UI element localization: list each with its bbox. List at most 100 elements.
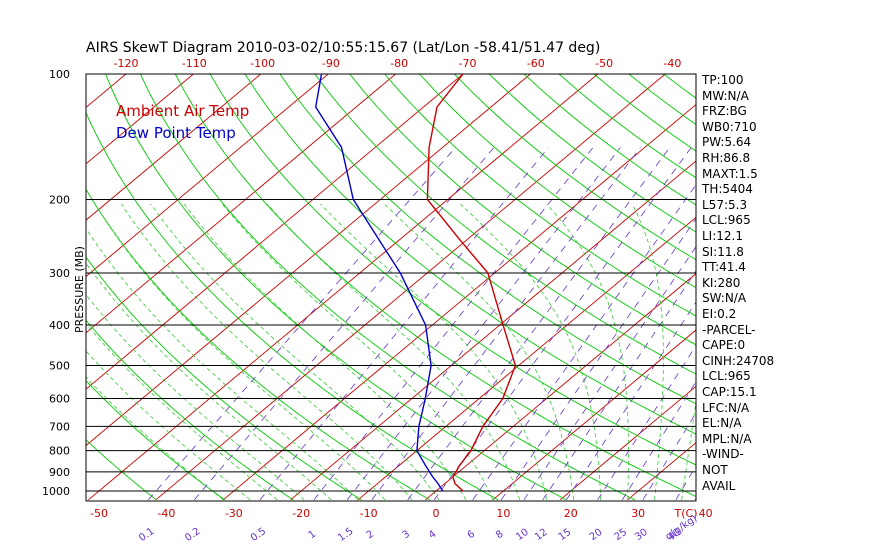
moist-adiabat-line	[150, 203, 440, 501]
mixing-ratio-line	[523, 246, 696, 501]
stat-item: LCL:965	[702, 369, 751, 384]
dry-adiabat-line	[139, 74, 635, 501]
mixing-ratio-label: 8	[494, 529, 506, 542]
dry-adiabat-line	[86, 319, 294, 501]
stat-item: MAXT:1.5	[702, 166, 758, 181]
stat-item: CAP:15.1	[702, 385, 757, 399]
stat-item: FRZ:BG	[702, 104, 747, 119]
mixing-ratio-line	[407, 147, 671, 501]
moist-adiabat-line	[94, 203, 386, 501]
x-unit-label: T(C)	[674, 507, 698, 520]
mixing-ratio-label: 30	[633, 527, 650, 543]
stat-item: LFC:N/A	[702, 400, 750, 415]
mixing-ratio-line	[313, 147, 594, 501]
dry-adiabat-line	[209, 74, 696, 466]
mixing-ratio-line	[621, 380, 696, 501]
stat-item: -WIND-	[702, 447, 744, 462]
sounding-profiles	[314, 74, 517, 492]
stat-item: LI:12.1	[702, 229, 743, 243]
top-tick-label: -80	[390, 57, 408, 70]
stat-item: WB0:710	[702, 119, 757, 134]
legend-dewpoint: Dew Point Temp	[116, 124, 236, 142]
stat-item: LCL:965	[702, 213, 751, 228]
chart-title: AIRS SkewT Diagram 2010-03-02/10:55:15.6…	[86, 40, 600, 56]
y-tick-label: 600	[49, 392, 70, 405]
isotherm-line	[762, 65, 870, 500]
isotherm-line	[86, 74, 397, 334]
mixing-ratio-label: 0.2	[183, 526, 202, 544]
mixing-ratio-line	[148, 147, 456, 501]
dry-adiabat-line	[419, 74, 696, 289]
stat-item: KI:280	[702, 275, 741, 290]
dry-adiabat-line	[349, 74, 696, 346]
moist-adiabat-line	[86, 350, 251, 501]
stat-item: MW:N/A	[702, 88, 749, 103]
isotherm-line	[0, 65, 70, 500]
dry-adiabat-line	[86, 439, 157, 501]
y-tick-label: 1000	[42, 485, 70, 498]
stat-item: NOT	[702, 463, 728, 477]
mixing-ratio-line	[346, 147, 621, 501]
moist-adiabat-line	[222, 203, 494, 500]
moist-adiabat-line	[384, 203, 575, 500]
stat-item: TT:41.4	[702, 260, 746, 275]
moist-adiabat-line	[183, 203, 467, 501]
top-tick-label: -70	[459, 57, 477, 70]
y-axis-label: PRESSURE (MB)	[73, 246, 86, 333]
y-tick-label: 800	[49, 445, 70, 458]
background-grid	[0, 65, 870, 501]
mixing-ratio-label: 10	[514, 527, 531, 543]
y-tick-label: 200	[49, 194, 70, 207]
x-tick-label: 10	[496, 507, 510, 520]
mixing-ratio-label: 20	[588, 527, 605, 543]
dry-adiabat-line	[86, 256, 362, 501]
stat-item: AVAIL	[702, 478, 736, 493]
x-tick-label: 30	[631, 507, 645, 520]
x-tick-label: -30	[225, 507, 243, 520]
isotherm-line	[425, 273, 696, 501]
mixing-ratio-label: 6	[466, 529, 478, 542]
mixing-ratio-line	[259, 147, 549, 501]
dry-adiabat-line	[86, 380, 225, 501]
x-tick-label: 20	[564, 507, 578, 520]
mixing-ratio-label: 0.5	[249, 526, 268, 544]
stat-item: EL:N/A	[702, 416, 742, 431]
stat-item: -PARCEL-	[702, 322, 756, 337]
isotherm-line	[222, 104, 696, 501]
mixing-ratio-line	[193, 147, 495, 501]
mixing-ratio-line	[597, 344, 696, 501]
mixing-ratio-label: 3	[401, 529, 413, 542]
moist-adiabat-line	[267, 203, 521, 500]
stat-item: RH:86.8	[702, 151, 751, 165]
mixing-ratio-line	[500, 218, 696, 501]
isotherm-line	[86, 74, 464, 390]
x-tick-label: -40	[157, 507, 175, 520]
isobar-lines	[85, 73, 697, 502]
mixing-ratio-label: 0.1	[137, 526, 156, 544]
mixing-ratio-label: 1	[307, 529, 319, 542]
dry-adiabat-line	[174, 74, 696, 498]
moist-adiabat-line	[86, 262, 332, 501]
dry-adiabat-line	[86, 111, 499, 501]
dry-adiabat-line	[244, 74, 696, 435]
plot-frame	[85, 73, 697, 502]
stat-item: MPL:N/A	[702, 431, 752, 446]
dry-adiabat-line	[768, 74, 870, 500]
y-tick-label: 500	[49, 359, 70, 372]
dry-adiabat-line	[454, 74, 696, 261]
isotherm-line	[0, 65, 2, 500]
moist-adiabat-line	[86, 376, 224, 501]
moist-adiabat-line	[320, 203, 548, 500]
y-tick-label: 400	[49, 319, 70, 332]
dry-adiabat-line	[314, 74, 696, 375]
top-tick-label: -100	[250, 57, 275, 70]
stat-item: CINH:24708	[702, 353, 775, 368]
mixing-ratio-label: 25	[612, 527, 629, 543]
mixing-ratio-line	[371, 147, 641, 501]
isotherm-line	[86, 74, 195, 165]
mixing-ratio-label: 12	[533, 527, 550, 543]
moist-adiabat-line	[121, 203, 413, 501]
moist-adiabat-line	[460, 203, 602, 500]
stat-item: TH:5404	[702, 182, 753, 197]
